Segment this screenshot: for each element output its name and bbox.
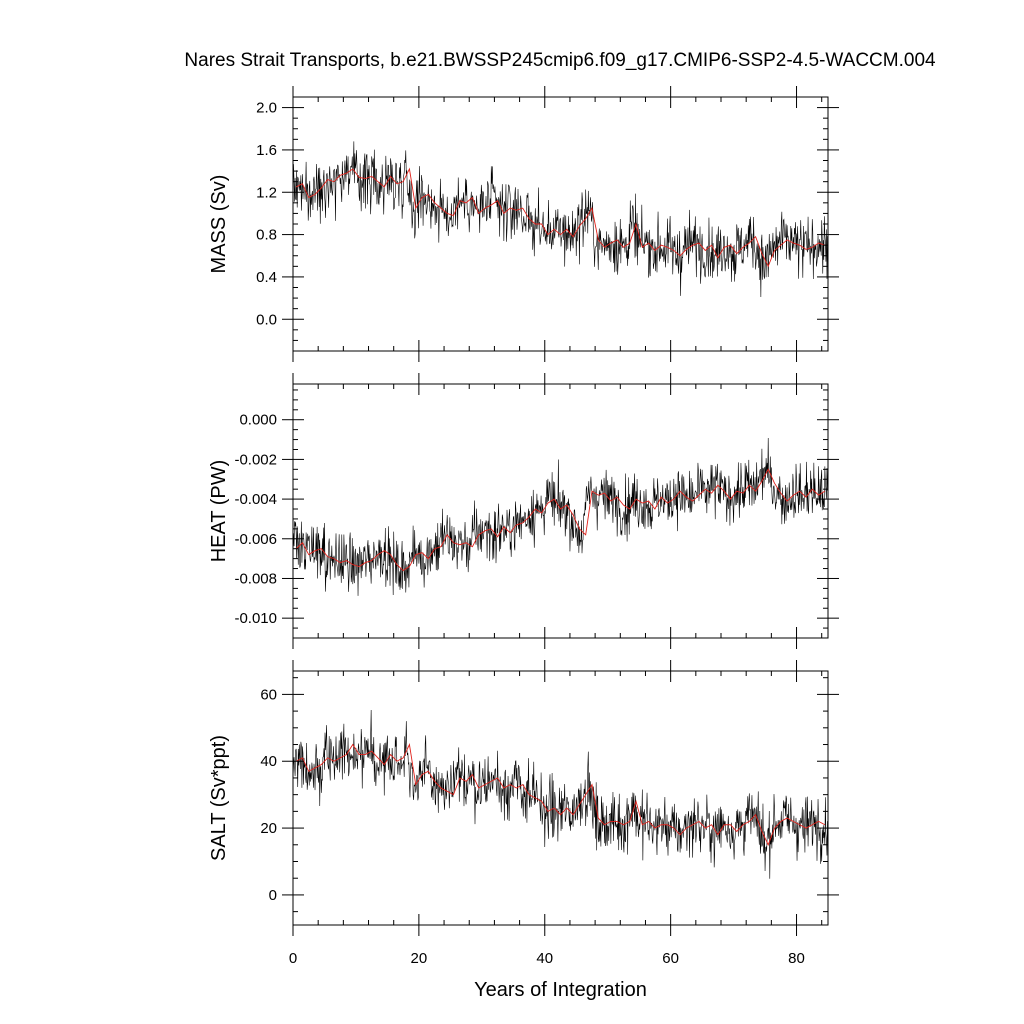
x-tick-label: 20 bbox=[411, 950, 428, 967]
panel-mass: 0.0 0.4 0.8 1.2 1.6 2.0 MASS (Sv) bbox=[208, 86, 839, 362]
salt-annual-line bbox=[295, 743, 826, 846]
mass-y-axis-label: MASS (Sv) bbox=[208, 175, 230, 274]
salt-y-tick-label: 0 bbox=[269, 887, 277, 904]
chart-title: Nares Strait Transports, b.e21.BWSSP245c… bbox=[184, 50, 936, 71]
mass-y-tick-label: 2.0 bbox=[256, 100, 277, 117]
salt-y-tick-label: 20 bbox=[260, 820, 277, 837]
mass-monthly-line bbox=[293, 141, 828, 298]
mass-y-tick-label: 1.6 bbox=[256, 142, 277, 159]
salt-monthly-line bbox=[293, 709, 828, 879]
heat-annual-line bbox=[295, 468, 826, 572]
salt-plot-frame bbox=[292, 670, 829, 926]
salt-y-tick-label: 40 bbox=[260, 753, 277, 770]
salt-y-axis-label: SALT (Sv*ppt) bbox=[208, 735, 230, 861]
heat-y-tick-label: -0.004 bbox=[234, 491, 277, 508]
x-axis-label: Years of Integration bbox=[474, 979, 647, 1001]
mass-y-tick-label: 1.2 bbox=[256, 184, 277, 201]
panel-heat: -0.010 -0.008 -0.006 -0.004 -0.002 0.000 HEAT … bbox=[208, 373, 839, 649]
heat-monthly-line bbox=[293, 438, 828, 596]
heat-y-tick-label: -0.010 bbox=[234, 610, 277, 627]
x-tick-label: 0 bbox=[289, 950, 297, 967]
x-tick-label: 60 bbox=[662, 950, 679, 967]
heat-y-tick-label: -0.006 bbox=[234, 531, 277, 548]
heat-y-axis-label: HEAT (PW) bbox=[208, 460, 230, 563]
mass-annual-line bbox=[295, 167, 825, 268]
heat-y-tick-label: 0.000 bbox=[239, 412, 277, 429]
mass-y-tick-label: 0.4 bbox=[256, 269, 277, 286]
heat-y-tick-label: -0.008 bbox=[234, 570, 277, 587]
heat-y-tick-label: -0.002 bbox=[234, 451, 277, 468]
x-tick-label: 40 bbox=[536, 950, 553, 967]
heat-plot-frame bbox=[292, 383, 829, 639]
salt-y-tick-label: 60 bbox=[260, 686, 277, 703]
mass-y-tick-label: 0.8 bbox=[256, 227, 277, 244]
panel-salt: 0 20 40 60 0 20 40 60 80 SALT (Sv*ppt) Years of In… bbox=[208, 660, 839, 1001]
mass-y-tick-label: 0.0 bbox=[256, 311, 277, 328]
x-tick-label: 80 bbox=[788, 950, 805, 967]
